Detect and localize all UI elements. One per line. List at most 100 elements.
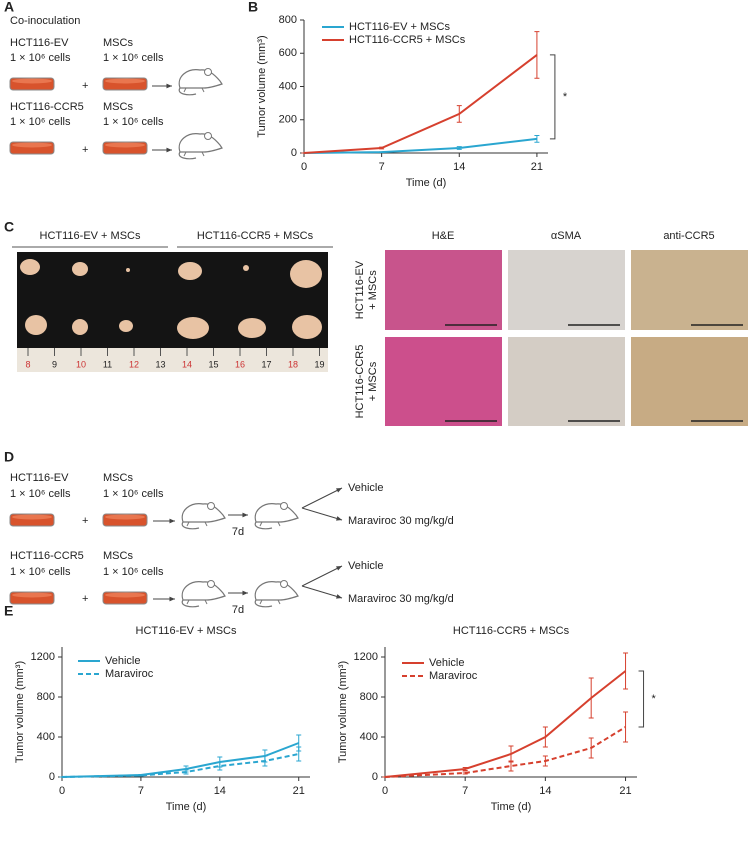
plus: + <box>82 515 88 527</box>
arrow <box>301 487 343 509</box>
arrow-head <box>169 596 175 602</box>
msc-count: 1 × 10⁶ cells <box>103 52 164 64</box>
arrow-head <box>336 488 342 493</box>
photo-group-label: HCT116-EV + MSCs <box>40 230 141 242</box>
arrow-head <box>166 147 172 153</box>
error-bar <box>217 761 223 771</box>
legend-label: Vehicle <box>105 655 140 667</box>
legend-label: Maraviroc <box>105 668 154 680</box>
cell-count: 1 × 10⁶ cells <box>10 566 71 578</box>
msc: MSCs <box>103 37 133 49</box>
msc-count: 1 × 10⁶ cells <box>103 488 164 500</box>
plus: + <box>82 144 88 156</box>
y-tick-label: 800 <box>279 14 297 26</box>
y-tick-label: 1200 <box>354 651 378 663</box>
dish-top <box>12 78 52 84</box>
x-tick-label: 21 <box>619 785 631 797</box>
panel-label: C <box>4 219 14 235</box>
mouse-ear <box>207 580 215 588</box>
error-bar <box>623 711 629 743</box>
mouse-ear <box>207 502 215 510</box>
mouse <box>254 581 299 608</box>
tumor <box>292 315 322 339</box>
error-bar <box>138 774 144 777</box>
series-line <box>384 670 627 778</box>
arrow-head <box>166 83 172 89</box>
y-axis-label: Tumor volume (mm³) <box>14 661 26 763</box>
x-tick-label: 0 <box>382 785 388 797</box>
mouse <box>178 69 223 96</box>
series-line <box>61 753 299 778</box>
photo-group-label: HCT116-CCR5 + MSCs <box>197 230 314 242</box>
histology-image <box>631 250 748 330</box>
ruler-number: 17 <box>261 359 271 369</box>
y-axis-label: Tumor volume (mm³) <box>337 661 349 763</box>
ruler-number: 8 <box>25 359 30 369</box>
row-label: HCT116-CCR5 <box>354 345 366 419</box>
dish-top <box>105 78 145 84</box>
significance-label: * <box>652 693 657 705</box>
legend-label: HCT116-CCR5 + MSCs <box>349 34 466 46</box>
panel-label: A <box>4 0 14 15</box>
x-axis-label: Time (d) <box>166 801 207 813</box>
mouse-leg <box>186 521 190 527</box>
x-axis-label: Time (d) <box>406 177 447 189</box>
tumor <box>290 260 322 288</box>
tumor <box>25 315 47 335</box>
ruler-number: 12 <box>129 359 139 369</box>
error-bar <box>588 737 594 759</box>
y-tick-label: 600 <box>279 47 297 59</box>
msc-count: 1 × 10⁶ cells <box>103 566 164 578</box>
panel-label: E <box>4 603 13 619</box>
legend-label: Maraviroc <box>429 670 478 682</box>
histology-image <box>508 250 625 330</box>
cell-count: 1 × 10⁶ cells <box>10 488 71 500</box>
treatment: Vehicle <box>348 560 383 572</box>
histology-image <box>631 337 748 426</box>
tumor <box>243 265 249 271</box>
error-bar <box>456 146 462 150</box>
mouse <box>181 503 226 530</box>
significance-label: * <box>563 91 568 103</box>
cell-line: HCT116-EV <box>10 37 69 49</box>
ruler-number: 9 <box>52 359 57 369</box>
tumor <box>177 317 209 339</box>
ruler-number: 13 <box>155 359 165 369</box>
stain-label: H&E <box>432 230 455 242</box>
y-tick-label: 200 <box>279 114 297 126</box>
x-tick-label: 7 <box>379 161 385 173</box>
msc: MSCs <box>103 101 133 113</box>
mouse-leg <box>277 521 281 527</box>
ruler-number: 18 <box>288 359 298 369</box>
ruler-number: 15 <box>208 359 218 369</box>
error-bar <box>588 677 594 719</box>
y-tick-label: 800 <box>360 691 378 703</box>
error-bar <box>183 769 189 775</box>
tumor <box>119 320 133 332</box>
mouse-leg <box>277 599 281 605</box>
msc: MSCs <box>103 550 133 562</box>
x-tick-label: 7 <box>462 785 468 797</box>
mouse <box>181 581 226 608</box>
panel-label: D <box>4 449 14 465</box>
tumor <box>72 262 88 276</box>
treatment: Maraviroc 30 mg/kg/d <box>348 515 454 527</box>
panel-label: B <box>248 0 258 15</box>
cell-line: HCT116-CCR5 <box>10 550 84 562</box>
mouse-leg <box>259 521 263 527</box>
arrow-head <box>242 512 248 518</box>
row-label: + MSCs <box>367 270 379 310</box>
y-tick-label: 0 <box>291 147 297 159</box>
error-bar <box>462 767 468 771</box>
error-bar <box>534 135 540 143</box>
mouse-leg <box>204 599 208 605</box>
x-tick-label: 21 <box>293 785 305 797</box>
cell-count: 1 × 10⁶ cells <box>10 116 71 128</box>
arrow-head <box>169 518 175 524</box>
arrow-head <box>242 590 248 596</box>
y-axis-label: Tumor volume (mm³) <box>256 35 268 137</box>
error-bar <box>296 746 302 762</box>
msc-count: 1 × 10⁶ cells <box>103 116 164 128</box>
x-tick-label: 14 <box>539 785 551 797</box>
cell-line: HCT116-CCR5 <box>10 101 84 113</box>
